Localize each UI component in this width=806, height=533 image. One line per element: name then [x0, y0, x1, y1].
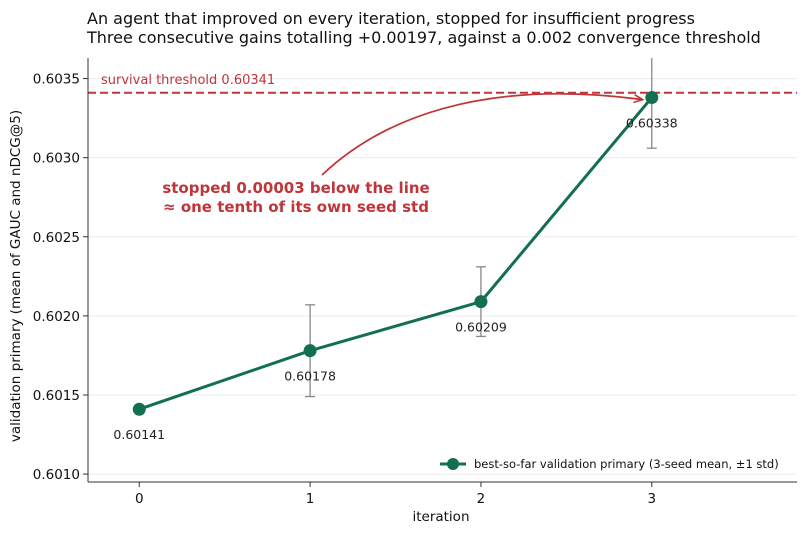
point-label: 0.60209: [455, 320, 507, 335]
y-tick-label: 0.6015: [33, 388, 80, 404]
data-point: [132, 402, 146, 416]
point-label: 0.60338: [626, 116, 678, 131]
x-tick-label: 1: [306, 491, 315, 507]
data-point: [645, 91, 659, 105]
y-tick-label: 0.6035: [33, 72, 80, 88]
x-axis-label: iteration: [412, 509, 469, 525]
chart-subtitle: Three consecutive gains totalling +0.001…: [86, 28, 761, 47]
legend-swatch-marker: [447, 458, 459, 470]
axes: 0.6010 0.6015 0.6020 0.6025 0.6030 0.6035 0 1 2 3: [33, 58, 797, 507]
y-tick-label: 0.6030: [33, 151, 80, 167]
y-tick-label: 0.6010: [33, 467, 80, 483]
annotation-line: ≈ one tenth of its own seed std: [163, 198, 429, 216]
series-group: 0.60141 0.60178 0.60209 0.60338: [113, 58, 678, 442]
annotation-arrow: [321, 92, 642, 176]
data-point: [474, 295, 488, 309]
threshold-label: survival threshold 0.60341: [101, 73, 275, 88]
annotation-line: stopped 0.00003 below the line: [162, 179, 429, 197]
y-axis-label: validation primary (mean of GAUC and nDC…: [8, 110, 24, 442]
point-label: 0.60178: [284, 369, 336, 384]
data-point: [303, 344, 317, 358]
series-line: [138, 96, 653, 411]
annotation-group: stopped 0.00003 below the line≈ one tent…: [162, 92, 642, 216]
gridlines: [88, 78, 797, 475]
x-tick-label: 0: [135, 491, 144, 507]
x-tick-label: 3: [647, 491, 656, 507]
threshold-group: survival threshold 0.60341: [88, 73, 797, 94]
legend-label: best-so-far validation primary (3-seed m…: [474, 457, 779, 471]
y-tick-label: 0.6020: [33, 309, 80, 325]
chart-title: An agent that improved on every iteratio…: [87, 9, 695, 28]
legend: best-so-far validation primary (3-seed m…: [440, 457, 779, 471]
y-tick-label: 0.6025: [33, 230, 80, 246]
x-tick-label: 2: [477, 491, 486, 507]
point-label: 0.60141: [113, 427, 165, 442]
